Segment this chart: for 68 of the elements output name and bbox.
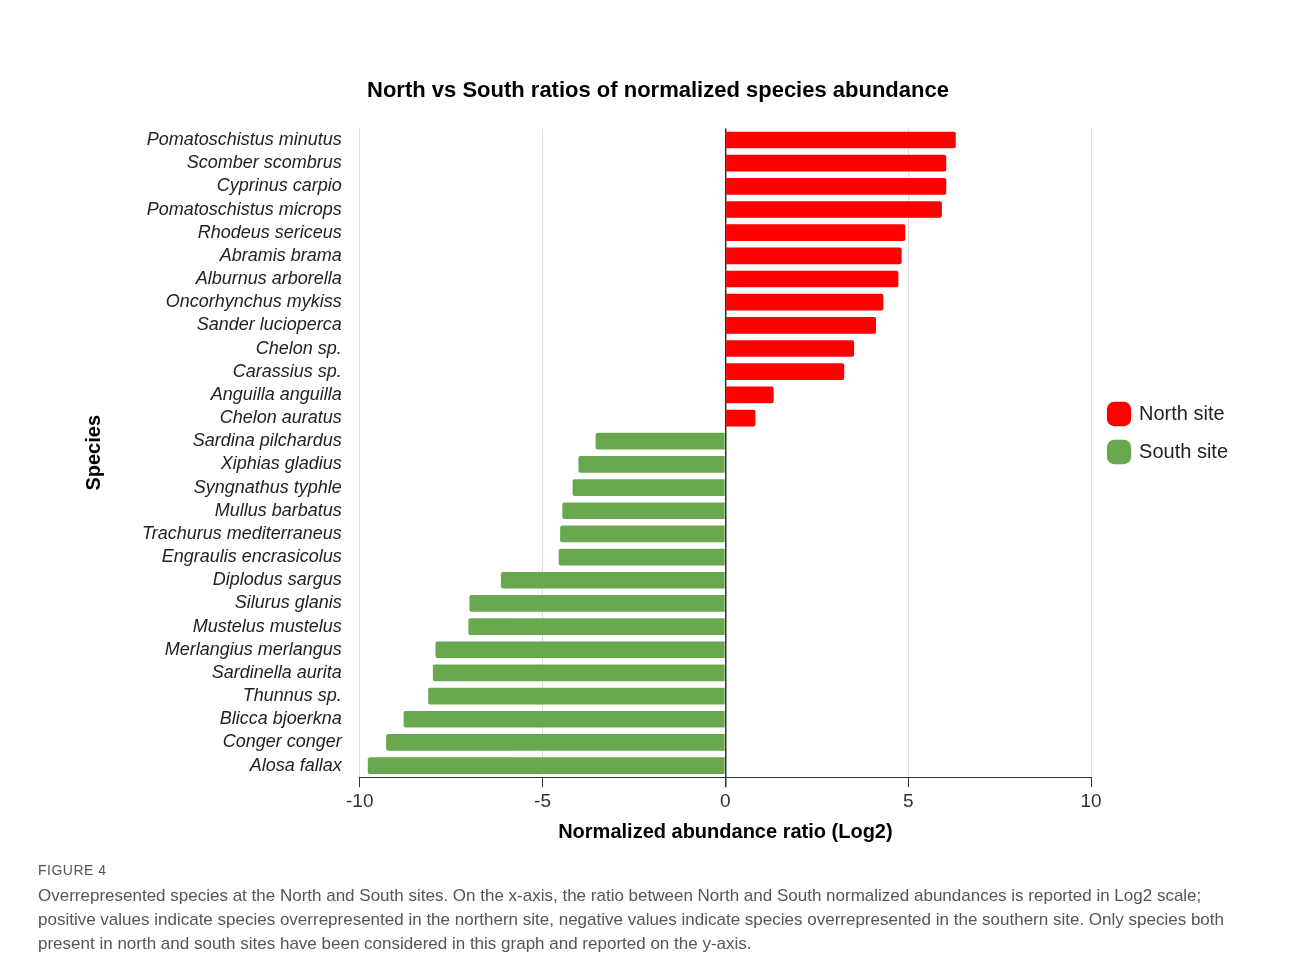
y-tick-label: Chelon auratus xyxy=(219,407,342,428)
y-tick-label: Blicca bjoerkna xyxy=(219,708,342,729)
y-tick-label: Abramis brama xyxy=(218,244,342,265)
y-tick-label: Mustelus mustelus xyxy=(192,615,342,636)
bar xyxy=(572,479,725,496)
bar xyxy=(726,177,947,195)
y-tick-label: Alosa fallax xyxy=(248,754,343,775)
y-tick-label: Xiphias gladius xyxy=(219,453,342,474)
bar xyxy=(578,456,725,473)
y-tick-label: Engraulis encrasicolus xyxy=(161,546,342,567)
bar xyxy=(595,432,725,450)
bar xyxy=(726,317,877,334)
bar xyxy=(726,224,906,242)
x-tick-label: 0 xyxy=(720,789,731,811)
bar xyxy=(468,618,725,635)
text: Overrepresented species at the North and South sites. On the x-axis, the ratio between North and South normalized abundances is reported in Log2 scale; positive values indicate species overrepresented in the northern site, negative values indicate species overrepresented in the southern site. Only species both present in north and south sites have been considered in this graph and reported on the y-axis. xyxy=(38,885,1225,955)
x-axis-title: Normalized abundance ratio (Log2) xyxy=(558,819,893,842)
bar xyxy=(726,201,942,218)
bar xyxy=(726,363,845,381)
y-tick-label: Thunnus sp. xyxy=(242,685,342,706)
bar xyxy=(500,571,725,589)
y-tick-label: Trachurus mediterraneus xyxy=(142,522,342,543)
bar xyxy=(726,293,884,311)
bar xyxy=(435,641,725,659)
y-axis-title: Species xyxy=(81,415,104,491)
y-tick-label: Sander lucioperca xyxy=(196,314,342,335)
y-tick-label: Syngnathus typhle xyxy=(193,476,342,497)
legend-label: South site xyxy=(1139,439,1229,462)
y-tick-label: Oncorhynchus mykiss xyxy=(165,291,342,312)
bar xyxy=(726,409,756,427)
bar xyxy=(469,595,725,612)
bar xyxy=(558,548,725,566)
y-tick-label: Sardina pilchardus xyxy=(192,430,342,451)
y-tick-label: Anguilla anguilla xyxy=(209,383,342,404)
bar xyxy=(726,340,855,357)
bar xyxy=(403,710,725,728)
y-tick-label: Pomatoschistus minutus xyxy=(146,128,342,149)
y-tick-label: Sardinella aurita xyxy=(211,661,342,682)
x-tick-label: 5 xyxy=(902,789,914,811)
bar xyxy=(726,270,899,288)
caption: FIGURE 4 xyxy=(38,862,108,878)
y-tick-label: Merlangius merlangus xyxy=(164,638,342,659)
y-tick-label: Scomber scombrus xyxy=(186,152,342,173)
x-tick-label: 10 xyxy=(1080,789,1102,811)
bar xyxy=(428,687,725,705)
y-tick-label: Alburnus arborella xyxy=(194,268,342,289)
y-tick-label: Rhodeus sericeus xyxy=(197,221,342,242)
bar xyxy=(726,247,902,265)
bar xyxy=(726,154,947,172)
y-tick-label: Carassius sp. xyxy=(232,360,342,381)
bar xyxy=(726,131,956,149)
y-tick-label: Mullus barbatus xyxy=(214,499,342,520)
y-tick-label: Pomatoschistus microps xyxy=(146,198,342,219)
bar xyxy=(562,502,725,520)
bar xyxy=(726,386,774,404)
y-tick-label: Conger conger xyxy=(222,731,343,752)
y-tick-label: Diplodus sargus xyxy=(212,569,342,590)
x-tick-label: -5 xyxy=(534,789,552,811)
y-tick-label: Cyprinus carpio xyxy=(216,175,342,196)
y-tick-label: Silurus glanis xyxy=(234,592,342,613)
y-tick-label: Chelon sp. xyxy=(255,337,342,358)
chart-title: North vs South ratios of normalized species abundance xyxy=(367,77,949,103)
bar xyxy=(560,525,725,543)
x-tick-label: -10 xyxy=(346,789,374,811)
legend-label: North site xyxy=(1139,401,1225,424)
bar xyxy=(367,757,725,774)
bar xyxy=(386,734,725,751)
bar xyxy=(432,664,725,682)
